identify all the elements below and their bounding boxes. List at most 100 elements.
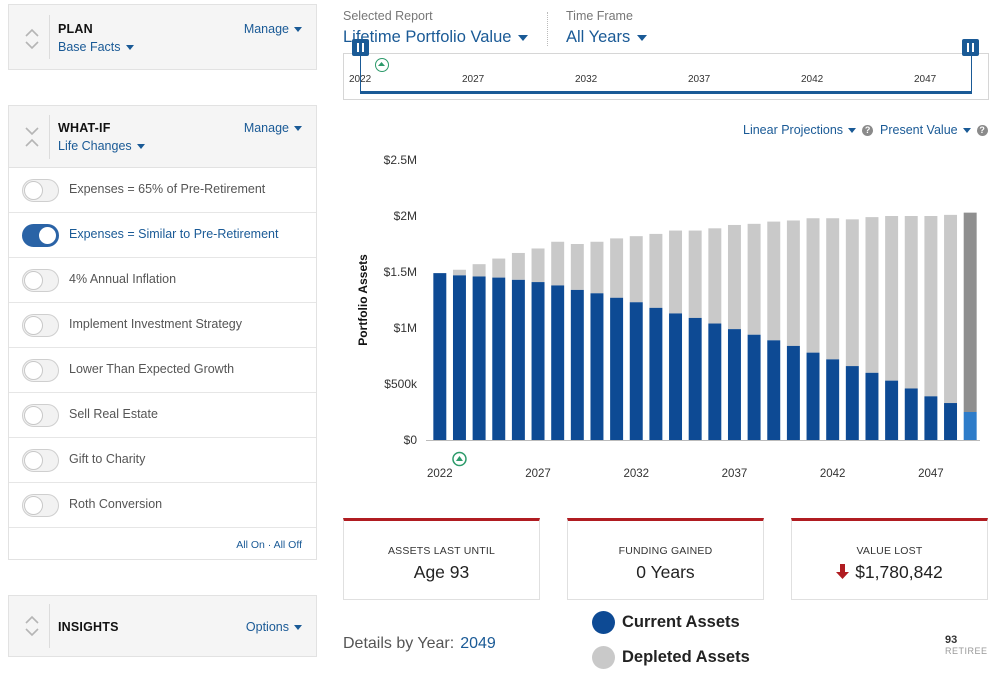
- whatif-toggle-row[interactable]: Roth Conversion: [9, 483, 316, 528]
- insights-panel: INSIGHTS Options: [8, 595, 317, 657]
- toggle-label: Implement Investment Strategy: [69, 317, 242, 331]
- linear-projections-dropdown[interactable]: Linear Projections?: [743, 123, 874, 137]
- x-tick-label: 2022: [427, 468, 453, 480]
- legend-label: Current Assets: [622, 613, 740, 631]
- whatif-panel-header: WHAT-IF Life Changes Manage: [9, 106, 316, 168]
- help-icon[interactable]: ?: [862, 125, 874, 137]
- present-value-dropdown[interactable]: Present Value?: [880, 123, 988, 137]
- toggle-switch[interactable]: [22, 269, 59, 292]
- y-tick-label: $2M: [394, 209, 417, 223]
- separator-dot: ·: [267, 539, 272, 551]
- toggle-knob: [24, 181, 43, 200]
- whatif-toggle-row[interactable]: Sell Real Estate: [9, 393, 316, 438]
- expand-collapse-icon[interactable]: [23, 27, 41, 51]
- current-asset-bar: [590, 293, 604, 440]
- whatif-toggle-row[interactable]: Gift to Charity: [9, 438, 316, 483]
- toggle-label: Roth Conversion: [69, 497, 163, 511]
- toggle-switch[interactable]: [22, 404, 59, 427]
- toggle-switch[interactable]: [22, 449, 59, 472]
- current-asset-bar: [767, 340, 781, 440]
- depleted-asset-bar: [492, 258, 506, 278]
- current-asset-bar: [885, 380, 899, 440]
- depleted-asset-bar: [708, 228, 722, 324]
- caret-down-icon: [962, 128, 971, 134]
- depleted-asset-bar: [511, 252, 525, 280]
- depleted-asset-bar: [669, 230, 683, 314]
- whatif-title: WHAT-IF: [58, 121, 111, 135]
- y-tick-label: $1.5M: [384, 265, 417, 279]
- x-tick-label: 2032: [623, 468, 649, 480]
- toggle-switch[interactable]: [22, 359, 59, 382]
- current-asset-bar: [452, 275, 466, 440]
- all-off-link[interactable]: All Off: [273, 539, 302, 551]
- life-changes-label: Life Changes: [58, 139, 132, 153]
- toggle-switch[interactable]: [22, 494, 59, 517]
- linear-projections-label: Linear Projections: [743, 123, 844, 137]
- depleted-asset-bar: [551, 241, 565, 286]
- toggle-switch[interactable]: [22, 224, 59, 247]
- plan-panel: PLAN Base Facts Manage: [8, 4, 317, 70]
- time-frame-dropdown[interactable]: All Years: [566, 28, 648, 47]
- whatif-toggle-row[interactable]: Implement Investment Strategy: [9, 303, 316, 348]
- current-asset-bar: [944, 403, 958, 440]
- timeline-end-handle[interactable]: [962, 39, 979, 56]
- current-asset-bar: [806, 352, 820, 440]
- depleted-asset-bar: [806, 218, 820, 353]
- current-asset-bar: [924, 396, 938, 440]
- details-year[interactable]: 2049: [460, 635, 496, 652]
- toggle-knob: [24, 316, 43, 335]
- selected-report-dropdown[interactable]: Lifetime Portfolio Value: [343, 28, 529, 47]
- y-axis-label: Portfolio Assets: [356, 254, 370, 346]
- timeline-start-handle[interactable]: [352, 39, 369, 56]
- toggle-switch[interactable]: [22, 179, 59, 202]
- retirement-marker-icon: [375, 58, 389, 72]
- depleted-asset-bar: [570, 244, 584, 290]
- current-asset-bar: [826, 359, 840, 440]
- card-value-wrap: Age 93: [344, 562, 539, 583]
- depleted-asset-bar: [747, 223, 761, 335]
- depleted-asset-bar: [610, 238, 624, 298]
- expand-collapse-icon[interactable]: [23, 614, 41, 638]
- current-asset-bar: [669, 313, 683, 440]
- toggle-knob: [24, 451, 43, 470]
- insights-options-button[interactable]: Options: [246, 620, 302, 634]
- current-asset-bar: [433, 273, 447, 440]
- toggle-knob: [38, 226, 57, 245]
- current-asset-bar: [747, 334, 761, 440]
- expand-collapse-icon[interactable]: [23, 124, 41, 150]
- depleted-asset-bar: [826, 218, 840, 360]
- current-asset-bar: [610, 297, 624, 440]
- all-on-link[interactable]: All On: [236, 539, 265, 551]
- whatif-toggle-row[interactable]: 4% Annual Inflation: [9, 258, 316, 303]
- retirement-marker-glyph: [455, 456, 463, 461]
- plan-manage-button[interactable]: Manage: [244, 22, 302, 36]
- life-changes-dropdown[interactable]: Life Changes: [58, 139, 145, 153]
- x-tick-label: 2042: [820, 468, 846, 480]
- timeline-tick-label: 2047: [914, 74, 937, 85]
- whatif-toggle-row[interactable]: Expenses = 65% of Pre-Retirement: [9, 168, 316, 213]
- current-asset-bar: [786, 345, 800, 440]
- selected-report-value: Lifetime Portfolio Value: [343, 28, 512, 46]
- current-asset-bar: [904, 388, 918, 440]
- base-facts-dropdown[interactable]: Base Facts: [58, 40, 134, 54]
- depleted-asset-bar: [727, 224, 741, 330]
- present-value-label: Present Value: [880, 123, 958, 137]
- all-on-off-controls: All On · All Off: [236, 539, 302, 551]
- toggle-switch[interactable]: [22, 314, 59, 337]
- caret-down-icon: [136, 144, 145, 150]
- details-by-year[interactable]: Details by Year: 2049: [343, 635, 496, 653]
- current-asset-bar: [570, 289, 584, 440]
- portfolio-chart: $0 $500k $1M $1.5M $2M $2.5M Portfolio Assets 2…: [356, 153, 980, 480]
- divider: [49, 15, 50, 59]
- summary-card: ASSETS LAST UNTIL Age 93: [343, 518, 540, 600]
- divider: [49, 604, 50, 648]
- whatif-manage-button[interactable]: Manage: [244, 121, 302, 135]
- current-asset-bar: [472, 276, 486, 440]
- options-label: Options: [245, 620, 289, 634]
- depleted-asset-bar: [924, 216, 938, 397]
- whatif-toggle-row[interactable]: Expenses = Similar to Pre-Retirement: [9, 213, 316, 258]
- help-icon[interactable]: ?: [976, 125, 988, 137]
- toggle-label: Sell Real Estate: [69, 407, 158, 421]
- whatif-toggle-row[interactable]: Lower Than Expected Growth: [9, 348, 316, 393]
